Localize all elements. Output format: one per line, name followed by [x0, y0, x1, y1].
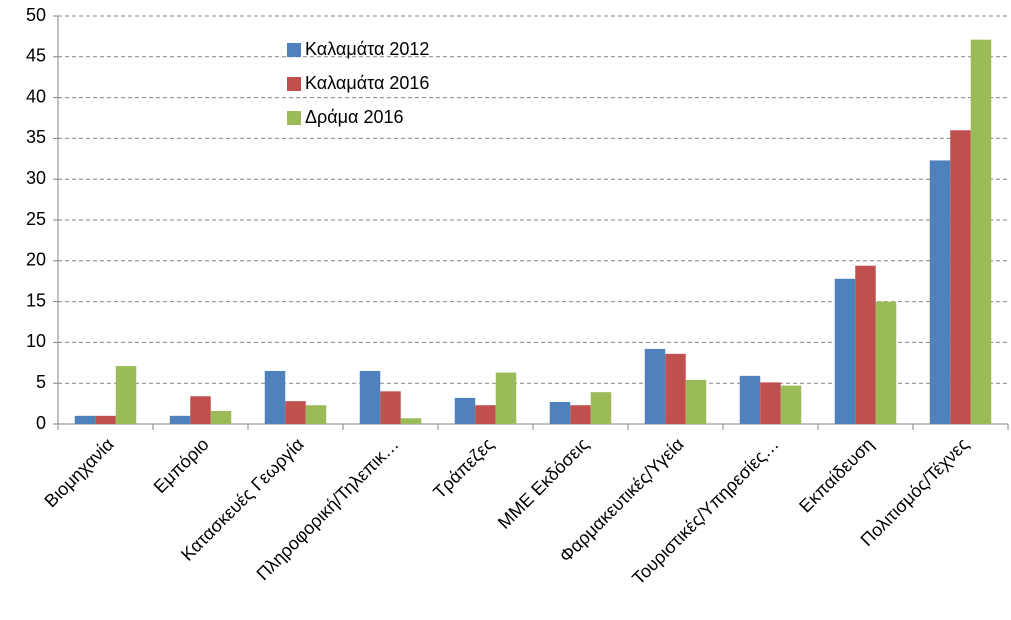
- x-tick-label: Τράπεζες: [429, 434, 498, 503]
- bar: [780, 385, 802, 424]
- y-tick-label: 15: [26, 290, 46, 310]
- bar: [875, 301, 897, 424]
- y-tick-label: 0: [36, 413, 46, 433]
- y-tick-label: 20: [26, 250, 46, 270]
- x-tick-label: Εμπόριο: [150, 434, 213, 497]
- y-tick-label: 25: [26, 209, 46, 229]
- bar: [644, 348, 666, 424]
- y-tick-label: 10: [26, 331, 46, 351]
- bar: [760, 382, 781, 424]
- y-tick-label: 50: [26, 5, 46, 25]
- bar: [929, 160, 951, 424]
- legend-swatch: [287, 77, 301, 91]
- y-tick-label: 5: [36, 372, 46, 392]
- bar: [190, 396, 211, 424]
- bar: [264, 370, 286, 424]
- legend-label: Καλαμάτα 2016: [305, 73, 429, 93]
- bar: [454, 397, 476, 424]
- bar: [970, 39, 992, 424]
- bar: [950, 130, 971, 425]
- bar: [305, 405, 327, 424]
- y-tick-label: 40: [26, 86, 46, 106]
- legend-swatch: [287, 111, 301, 125]
- bar: [380, 391, 401, 424]
- bar: [210, 410, 232, 424]
- bar: [495, 372, 517, 424]
- bar: [285, 401, 306, 424]
- bar: [549, 401, 571, 424]
- x-tick-label: ΜΜΕ Εκδόσεις: [494, 434, 593, 533]
- bar: [685, 379, 707, 424]
- bar: [74, 415, 96, 424]
- bar: [739, 375, 761, 424]
- legend-label: Καλαμάτα 2012: [305, 39, 429, 59]
- bar: [665, 353, 686, 424]
- bar: [855, 265, 876, 424]
- bar: [570, 405, 591, 424]
- y-tick-label: 30: [26, 168, 46, 188]
- bar: [115, 366, 137, 424]
- bar: [834, 278, 856, 424]
- bar: [400, 418, 422, 424]
- bar: [169, 415, 191, 424]
- bar: [359, 370, 381, 424]
- y-tick-label: 35: [26, 127, 46, 147]
- x-tick-label: Εκπαίδευση: [795, 434, 877, 516]
- legend-swatch: [287, 43, 301, 57]
- bar: [475, 405, 496, 424]
- legend-label: Δράμα 2016: [305, 107, 404, 127]
- y-tick-label: 45: [26, 46, 46, 66]
- bar: [95, 415, 116, 424]
- bar: [590, 392, 612, 424]
- x-tick-label: Βιομηχανία: [40, 434, 117, 511]
